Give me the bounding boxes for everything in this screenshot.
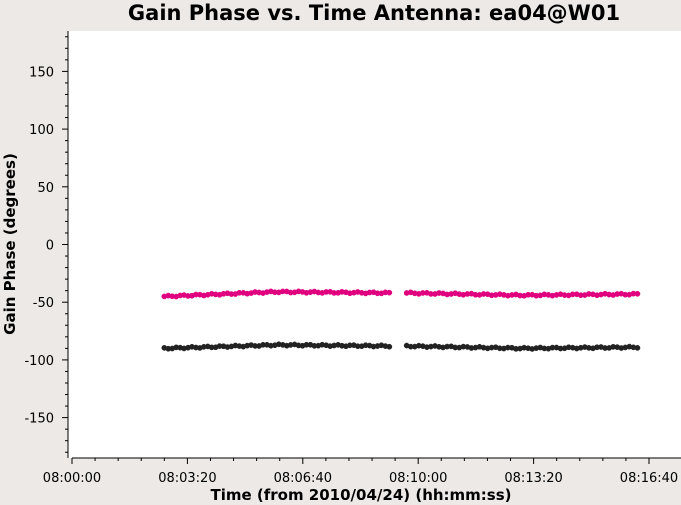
chart-title: Gain Phase vs. Time Antenna: ea04@W01 <box>128 1 620 25</box>
y-tick-label: -150 <box>24 412 54 427</box>
y-tick-label: 100 <box>29 123 54 138</box>
x-tick-label: 08:06:40 <box>274 471 332 486</box>
x-tick-label: 08:13:20 <box>504 471 562 486</box>
x-axis: 08:00:00 08:03:20 08:06:40 08:10:00 08:13:20… <box>43 457 681 486</box>
y-tick-label: -50 <box>33 296 54 311</box>
data-point <box>386 343 393 350</box>
y-tick-label: -100 <box>24 354 54 369</box>
data-point <box>386 289 393 296</box>
data-point <box>634 345 641 351</box>
y-tick-label: 0 <box>46 239 54 254</box>
y-tick-label: 150 <box>29 65 54 80</box>
y-axis-title: Gain Phase (degrees) <box>1 153 19 335</box>
x-axis-title: Time (from 2010/04/24) (hh:mm:ss) <box>210 486 511 504</box>
x-tick-label: 08:16:40 <box>620 471 678 486</box>
data-points <box>161 288 641 352</box>
x-tick-label: 08:10:00 <box>389 471 447 486</box>
x-tick-label: 08:03:20 <box>158 471 216 486</box>
x-tick-label: 08:00:00 <box>43 471 101 486</box>
data-point <box>634 290 641 297</box>
y-tick-label: 50 <box>37 181 54 196</box>
plot-area <box>68 31 681 458</box>
y-axis: 150 100 50 0 -50 -100 -150 <box>24 31 69 458</box>
